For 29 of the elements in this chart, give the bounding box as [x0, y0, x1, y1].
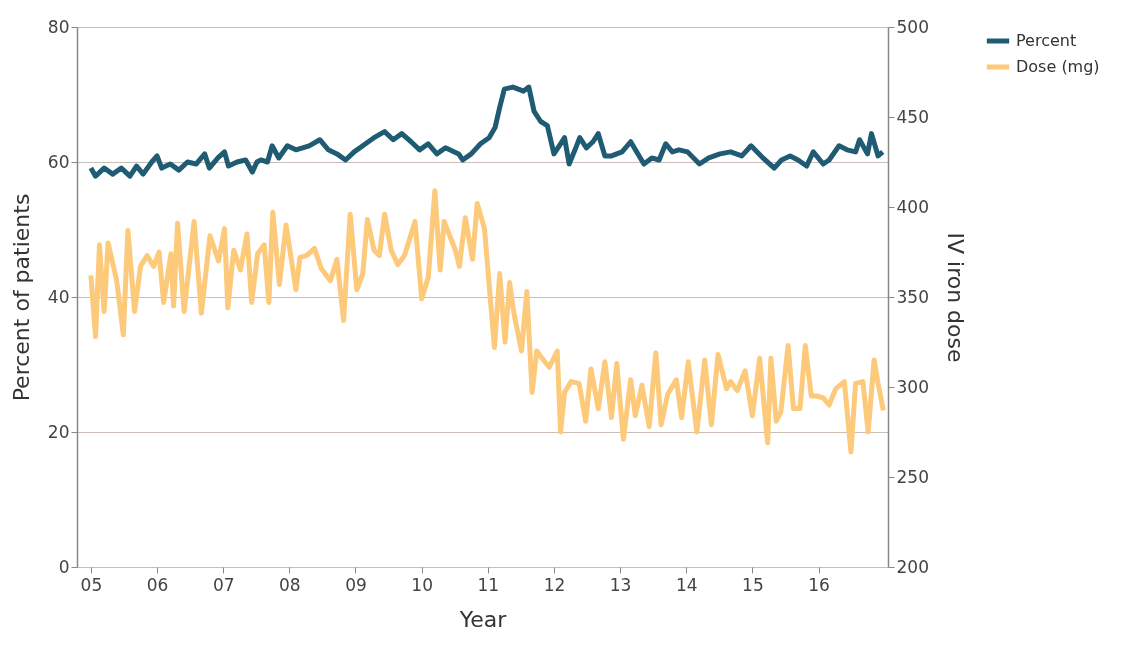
- x-tick-label: 05: [80, 574, 103, 595]
- y2-axis-title: IV iron dose: [942, 232, 968, 363]
- y2-tick-label: 400: [896, 196, 929, 217]
- y2-tick-label: 250: [896, 466, 929, 487]
- x-tick-label: 14: [675, 574, 698, 595]
- y-tick-label: 60: [47, 151, 70, 172]
- y2-tick-label: 450: [896, 106, 929, 127]
- x-axis-title: Year: [458, 606, 508, 632]
- x-tick-label: 16: [808, 574, 830, 595]
- x-tick-label: 12: [543, 574, 566, 595]
- legend-label: Dose (mg): [1016, 57, 1100, 76]
- x-tick-label: 15: [742, 574, 764, 595]
- x-tick-label: 08: [279, 574, 301, 595]
- x-tick-label: 10: [411, 574, 433, 595]
- y-tick-label: 80: [47, 16, 70, 37]
- y-tick-label: 20: [47, 421, 70, 442]
- x-tick-label: 07: [212, 574, 235, 595]
- y2-tick-label: 300: [896, 376, 929, 397]
- x-tick-label: 06: [146, 574, 169, 595]
- x-tick-label: 11: [477, 574, 500, 595]
- x-tick-label: 09: [345, 574, 367, 595]
- legend-label: Percent: [1016, 31, 1077, 50]
- y-tick-label: 40: [47, 286, 70, 307]
- y-axis-title: Percent of patients: [8, 193, 34, 402]
- y2-tick-label: 500: [896, 16, 929, 37]
- x-tick-label: 13: [609, 574, 632, 595]
- y2-tick-label: 350: [896, 286, 929, 307]
- y-tick-label: 0: [58, 556, 70, 577]
- y2-tick-label: 200: [896, 556, 929, 577]
